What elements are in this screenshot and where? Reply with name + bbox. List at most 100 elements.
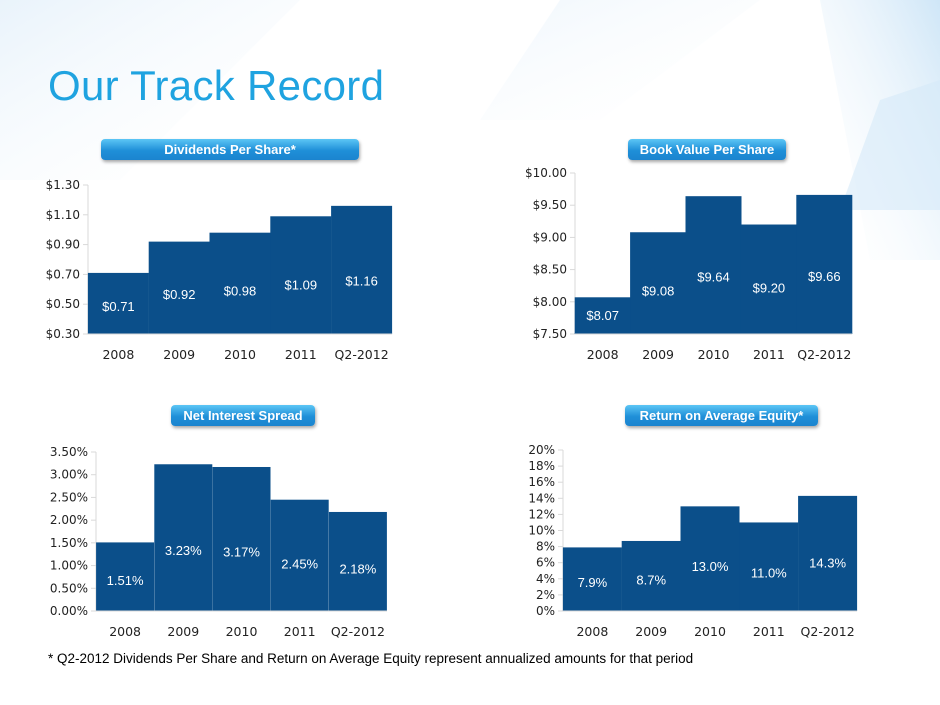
y-tick-label: 6% <box>536 556 555 570</box>
bar-value-label: 13.0% <box>692 559 729 574</box>
bar-value-label: $1.16 <box>345 273 378 288</box>
x-tick-label: 2009 <box>635 624 667 639</box>
y-tick-label: $0.70 <box>46 267 80 281</box>
y-tick-label: $10.00 <box>525 166 567 180</box>
bar-value-label: $0.71 <box>102 299 135 314</box>
x-tick-label: Q2-2012 <box>797 347 851 362</box>
x-tick-label: Q2-2012 <box>331 624 385 639</box>
y-tick-label: 20% <box>528 443 555 457</box>
bar-value-label: 11.0% <box>751 565 787 580</box>
bar <box>574 297 631 334</box>
bar-value-label: 14.3% <box>809 555 846 570</box>
bar <box>739 522 799 611</box>
bar <box>87 272 149 334</box>
y-tick-label: 2% <box>536 588 555 602</box>
y-tick-label: 12% <box>528 507 555 521</box>
bar <box>212 466 271 611</box>
y-tick-label: $1.30 <box>46 178 80 192</box>
y-tick-label: 8% <box>536 540 555 554</box>
bar <box>209 232 271 334</box>
y-tick-label: 3.00% <box>50 468 88 482</box>
bar <box>331 205 393 334</box>
y-tick-label: 1.50% <box>50 536 88 550</box>
y-tick-label: $0.90 <box>46 238 80 252</box>
x-tick-label: 2008 <box>576 624 608 639</box>
bar <box>328 511 387 611</box>
bar-value-label: $9.20 <box>753 280 786 295</box>
bar-value-label: 8.7% <box>636 572 666 587</box>
x-tick-label: 2010 <box>226 624 258 639</box>
y-tick-label: $0.30 <box>46 327 80 341</box>
x-tick-label: 2009 <box>163 347 195 362</box>
bar-value-label: $9.64 <box>697 270 730 285</box>
bar <box>270 499 329 611</box>
x-tick-label: 2010 <box>694 624 726 639</box>
page-title: Our Track Record <box>48 62 385 109</box>
bar-value-label: $1.09 <box>285 277 318 292</box>
bar <box>148 241 210 334</box>
y-tick-label: 0.50% <box>50 581 88 595</box>
y-tick-label: $8.50 <box>533 263 567 277</box>
bar-value-label: $8.07 <box>586 308 619 323</box>
y-tick-label: 0.00% <box>50 604 88 618</box>
bar <box>680 506 740 611</box>
y-tick-label: 2.00% <box>50 513 88 527</box>
bar <box>685 196 742 334</box>
y-tick-label: $9.50 <box>533 198 567 212</box>
bar-value-label: 1.51% <box>107 573 144 588</box>
x-tick-label: 2008 <box>102 347 134 362</box>
bar-value-label: $9.08 <box>642 283 675 298</box>
chart-title-return-on-equity: Return on Average Equity* <box>625 405 818 426</box>
bar <box>740 224 797 334</box>
x-tick-label: 2011 <box>285 347 317 362</box>
bar-value-label: $0.98 <box>224 283 257 298</box>
bar <box>270 216 332 334</box>
bar-value-label: $9.66 <box>808 269 841 284</box>
y-tick-label: $8.00 <box>533 295 567 309</box>
y-tick-label: $7.50 <box>533 327 567 341</box>
bar <box>630 232 687 334</box>
y-tick-label: 10% <box>528 524 555 538</box>
x-tick-label: Q2-2012 <box>801 624 855 639</box>
bar-value-label: $0.92 <box>163 287 196 302</box>
chart-title-book-value: Book Value Per Share <box>628 139 786 160</box>
x-tick-label: 2008 <box>587 347 619 362</box>
bar <box>154 464 213 611</box>
x-tick-label: 2008 <box>109 624 141 639</box>
y-tick-label: 0% <box>536 604 555 618</box>
bar <box>621 540 681 611</box>
y-tick-label: $0.50 <box>46 297 80 311</box>
y-tick-label: 4% <box>536 572 555 586</box>
y-tick-label: 16% <box>528 475 555 489</box>
x-tick-label: 2010 <box>698 347 730 362</box>
bar <box>562 547 622 611</box>
footnote: * Q2-2012 Dividends Per Share and Return… <box>48 651 694 666</box>
x-tick-label: 2010 <box>224 347 256 362</box>
bar-value-label: 3.17% <box>223 544 260 559</box>
y-tick-label: $9.00 <box>533 230 567 244</box>
bar <box>798 495 858 611</box>
y-tick-label: 2.50% <box>50 490 88 504</box>
y-tick-label: 3.50% <box>50 445 88 459</box>
x-tick-label: Q2-2012 <box>335 347 389 362</box>
chart-title-net-interest-spread: Net Interest Spread <box>171 405 315 426</box>
x-tick-label: 2009 <box>642 347 674 362</box>
y-tick-label: 18% <box>528 459 555 473</box>
x-tick-label: 2011 <box>753 624 785 639</box>
y-tick-label: $1.10 <box>46 208 80 222</box>
y-tick-label: 14% <box>528 491 555 505</box>
x-tick-label: 2009 <box>167 624 199 639</box>
x-tick-label: 2011 <box>753 347 785 362</box>
y-tick-label: 1.00% <box>50 559 88 573</box>
chart-title-dividends: Dividends Per Share* <box>101 139 359 160</box>
bar <box>796 194 853 334</box>
bar-value-label: 2.45% <box>281 557 318 572</box>
bar <box>96 542 155 611</box>
bar-value-label: 7.9% <box>578 575 608 590</box>
bar-value-label: 2.18% <box>339 561 376 576</box>
x-tick-label: 2011 <box>284 624 316 639</box>
